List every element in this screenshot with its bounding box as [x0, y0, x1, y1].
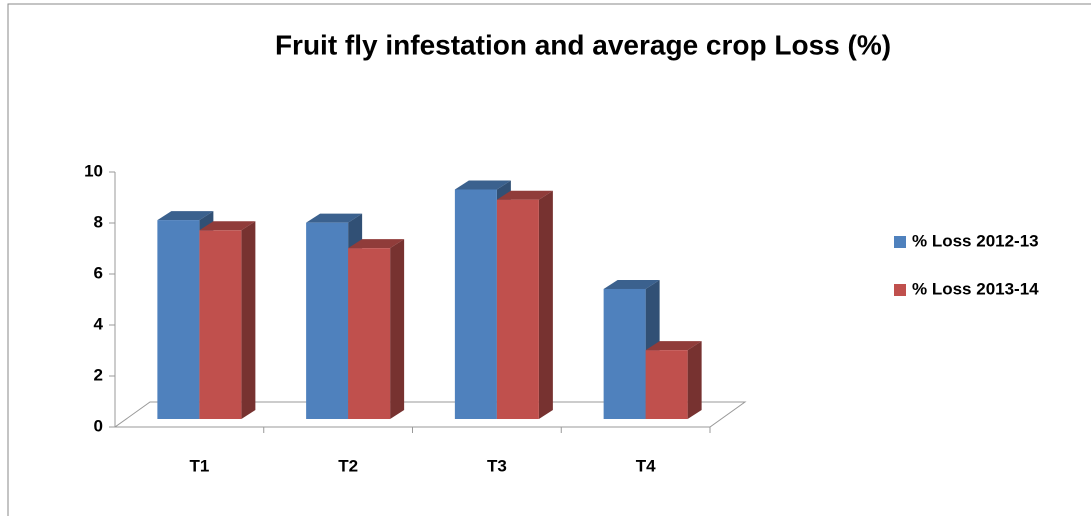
x-tick-label: T3	[487, 456, 507, 475]
legend-label: % Loss 2012-13	[912, 231, 1039, 250]
bar-top	[199, 221, 256, 231]
legend-swatch	[894, 236, 906, 248]
x-tick-label: T2	[338, 456, 358, 475]
y-tick-label: 10	[84, 161, 103, 180]
bar	[645, 350, 688, 419]
bar-top	[603, 279, 660, 289]
bar	[157, 220, 200, 419]
legend-swatch	[894, 284, 906, 296]
bar	[454, 189, 497, 419]
y-tick-label: 2	[94, 365, 103, 384]
y-tick-label: 6	[94, 263, 103, 282]
bar-top	[454, 180, 511, 190]
bar-top	[645, 341, 702, 351]
bar-top	[496, 190, 553, 200]
y-tick-label: 0	[94, 416, 103, 435]
y-tick-label: 8	[94, 212, 103, 231]
bar	[306, 222, 349, 419]
x-tick-label: T1	[189, 456, 209, 475]
bar	[496, 199, 539, 419]
bar-side	[241, 221, 256, 419]
bar	[199, 230, 242, 419]
bar-side	[538, 190, 553, 419]
legend-label: % Loss 2013-14	[912, 279, 1039, 298]
bar	[348, 248, 391, 419]
bar-top	[157, 211, 214, 221]
floor	[113, 401, 747, 428]
y-tick-label: 4	[94, 314, 104, 333]
bar-top	[306, 213, 363, 223]
bar-side	[390, 239, 405, 419]
bar	[603, 288, 646, 419]
bar-top	[348, 239, 405, 249]
x-tick-label: T4	[636, 456, 656, 475]
chart-title: Fruit fly infestation and average crop L…	[275, 29, 891, 60]
bar-side	[687, 341, 702, 419]
